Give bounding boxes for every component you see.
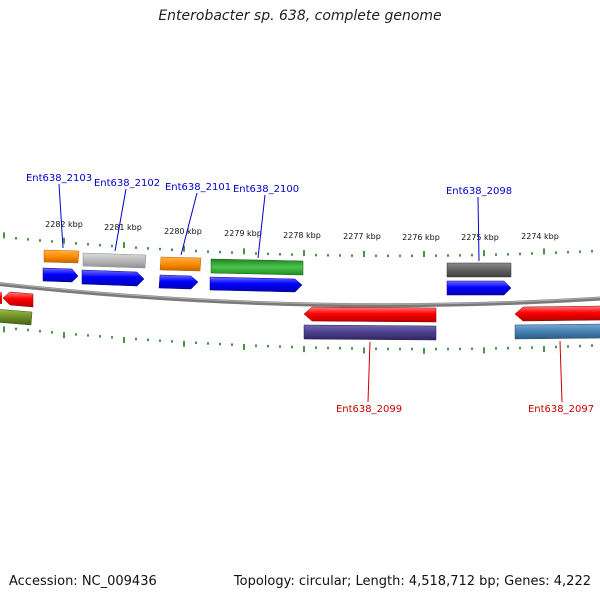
leader-line (477, 196, 480, 262)
gene-label[interactable]: Ent638_2102 (94, 178, 160, 189)
gene-label[interactable]: Ent638_2097 (528, 404, 594, 415)
leader-line (58, 183, 64, 249)
gene-feature-olive[interactable] (0, 309, 33, 326)
inner-tick-ring (3, 326, 593, 354)
gene-label[interactable]: Ent638_2101 (165, 182, 231, 193)
gene-feature-darkgray[interactable] (446, 262, 512, 278)
gene-feature-steelblue[interactable] (514, 323, 600, 340)
gene-feature-blue-arrow[interactable] (209, 276, 303, 293)
kbp-label: 2277 kbp (343, 232, 381, 241)
gene-feature-lightgray[interactable] (82, 252, 147, 269)
gene-label[interactable]: Ent638_2103 (26, 173, 92, 184)
kbp-label: 2280 kbp (164, 227, 202, 236)
gene-feature-orange[interactable] (43, 249, 80, 264)
gene-feature-blue-arrow[interactable] (158, 274, 199, 290)
leader-line (257, 194, 266, 259)
gene-feature-red-arrow[interactable] (303, 306, 437, 323)
kbp-label: 2282 kbp (45, 220, 83, 229)
kbp-label: 2274 kbp (521, 232, 559, 241)
gene-feature-blue-arrow[interactable] (446, 280, 512, 296)
gene-feature-orange[interactable] (159, 256, 202, 272)
gene-feature-red-arrow[interactable] (2, 291, 34, 308)
kbp-label: 2281 kbp (104, 223, 142, 232)
gene-feature-red-arrow[interactable] (514, 305, 600, 322)
map-title: Enterobacter sp. 638, complete genome (158, 8, 442, 24)
gene-feature-blue-arrow[interactable] (42, 267, 79, 283)
gene-label[interactable]: Ent638_2100 (233, 184, 299, 195)
leader-line (180, 192, 198, 256)
leader-line (559, 340, 563, 403)
gene-label[interactable]: Ent638_2098 (446, 186, 512, 197)
gene-feature-red-partial[interactable] (0, 291, 2, 304)
leader-line (367, 341, 371, 403)
gene-feature-green[interactable] (210, 258, 304, 276)
genome-backbone-highlight (0, 282, 600, 305)
kbp-label: 2276 kbp (402, 233, 440, 242)
reverse-strand-features (0, 291, 600, 341)
forward-strand-features (42, 249, 512, 296)
kbp-label: 2279 kbp (224, 229, 262, 238)
leader-line (114, 188, 127, 252)
genome-stats-text: Topology: circular; Length: 4,518,712 bp… (233, 574, 591, 589)
genome-backbone (0, 282, 600, 308)
gene-label[interactable]: Ent638_2099 (336, 404, 402, 415)
kbp-label: 2275 kbp (461, 233, 499, 242)
accession-text: Accession: NC_009436 (9, 574, 157, 589)
outer-tick-ring (3, 232, 593, 258)
gene-feature-purple[interactable] (303, 324, 437, 341)
kbp-label: 2278 kbp (283, 231, 321, 240)
gene-feature-blue-arrow[interactable] (81, 269, 145, 287)
